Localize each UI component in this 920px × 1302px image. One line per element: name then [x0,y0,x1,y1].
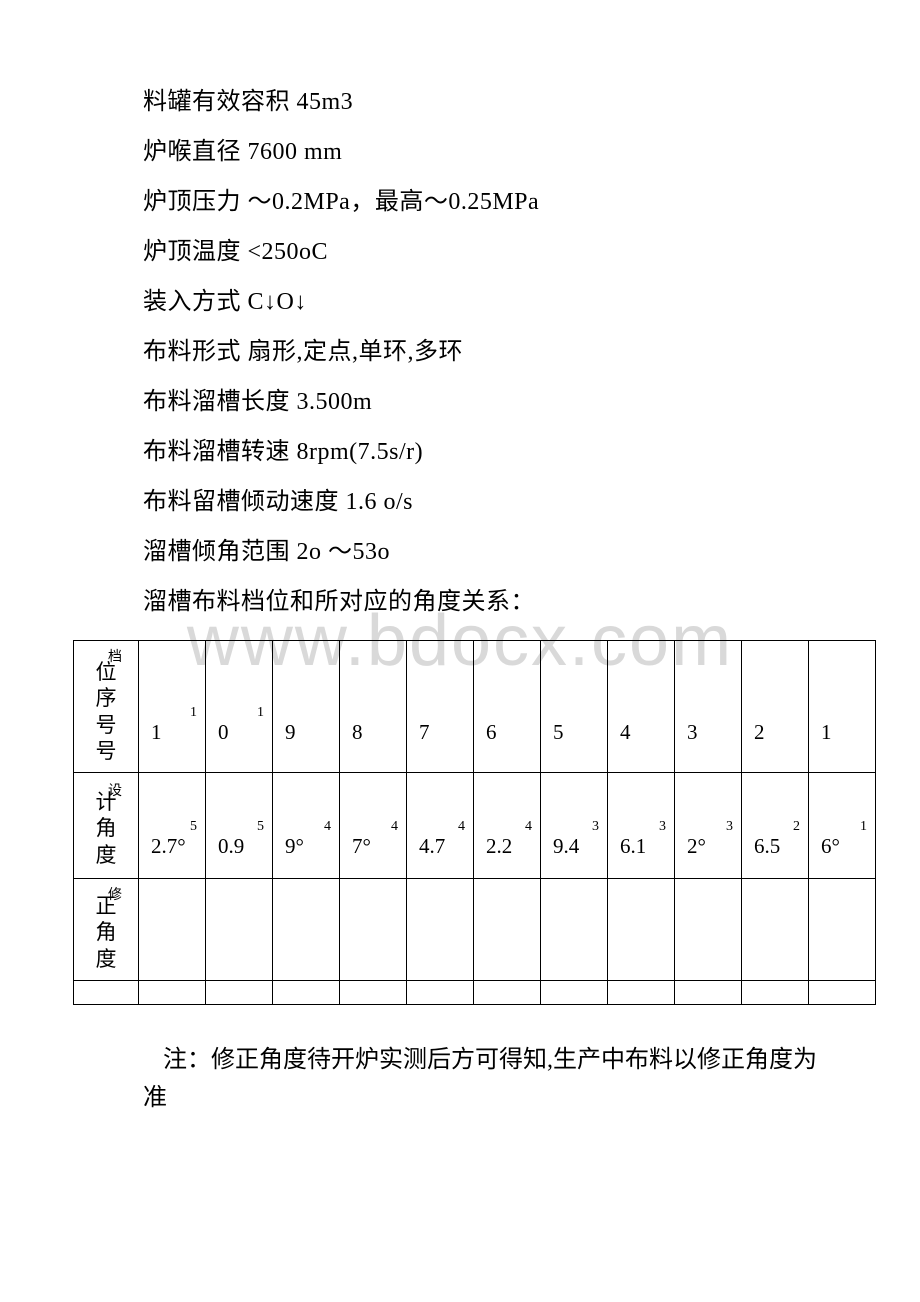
table-cell: 4 [608,641,675,773]
document-body: 料罐有效容积 45m3 炉喉直径 7600 mm 炉顶压力 ～0.2MPa，最高… [0,0,920,1118]
table-cell [74,980,139,1004]
param-line: 炉顶压力 ～0.2MPa，最高～0.25MPa [143,190,835,214]
table-cell: 10 [206,641,273,773]
footnote: 注：修正角度待开炉实测后方可得知,生产中布料以修正角度为准 [143,1041,835,1118]
param-line: 溜槽布料档位和所对应的角度关系： [143,590,835,614]
param-line: 布料溜槽长度 3.500m [143,390,835,414]
table-cell: 9 [273,641,340,773]
table-row: 设 计 角 度 52.7° 50.9 49° 47° 44.7 42.2 39.… [74,773,876,879]
table-cell [608,980,675,1004]
table-cell: 2 [742,641,809,773]
table-cell [541,879,608,981]
param-line: 炉喉直径 7600 mm [143,140,835,164]
param-line: 炉顶温度 <250oC [143,240,835,264]
table-cell: 7 [407,641,474,773]
table-cell: 26.5 [742,773,809,879]
table-cell [608,879,675,981]
table-cell: 36.1 [608,773,675,879]
table-cell [407,980,474,1004]
table-cell: 47° [340,773,407,879]
table-cell: 1 [809,641,876,773]
table-cell [273,879,340,981]
param-line: 布料溜槽转速 8rpm(7.5s/r) [143,440,835,464]
table-cell [206,879,273,981]
table-cell: 11 [139,641,206,773]
table-cell [809,980,876,1004]
table-cell: 42.2 [474,773,541,879]
table-cell [139,879,206,981]
table-cell: 16° [809,773,876,879]
row-label: 修 正 角 度 [74,879,139,981]
table-row [74,980,876,1004]
table-cell [206,980,273,1004]
table-cell [809,879,876,981]
table-cell: 8 [340,641,407,773]
table-cell [139,980,206,1004]
table-cell [541,980,608,1004]
table-row: 档 位 序 号 号 11 10 9 8 7 6 5 4 3 2 1 [74,641,876,773]
table-cell [474,980,541,1004]
table-cell: 44.7 [407,773,474,879]
param-line: 装入方式 C↓O↓ [143,290,835,314]
table-cell [407,879,474,981]
table-cell [340,980,407,1004]
table-cell: 5 [541,641,608,773]
table-cell [675,980,742,1004]
table-cell [474,879,541,981]
param-line: 布料留槽倾动速度 1.6 o/s [143,490,835,514]
table-cell: 50.9 [206,773,273,879]
row-label: 档 位 序 号 号 [74,641,139,773]
table-cell: 39.4 [541,773,608,879]
table-row: 修 正 角 度 [74,879,876,981]
row-label: 设 计 角 度 [74,773,139,879]
table-cell [675,879,742,981]
table-cell: 3 [675,641,742,773]
table-cell [340,879,407,981]
param-line: 料罐有效容积 45m3 [143,90,835,114]
table-cell [742,879,809,981]
param-line: 布料形式 扇形,定点,单环,多环 [143,340,835,364]
table-cell: 49° [273,773,340,879]
table-cell: 52.7° [139,773,206,879]
table-cell: 32° [675,773,742,879]
param-line: 溜槽倾角范围 2o ～53o [143,540,835,564]
table-cell: 6 [474,641,541,773]
table-cell [742,980,809,1004]
angle-table: 档 位 序 号 号 11 10 9 8 7 6 5 4 3 2 1 [73,640,876,1005]
table-cell [273,980,340,1004]
